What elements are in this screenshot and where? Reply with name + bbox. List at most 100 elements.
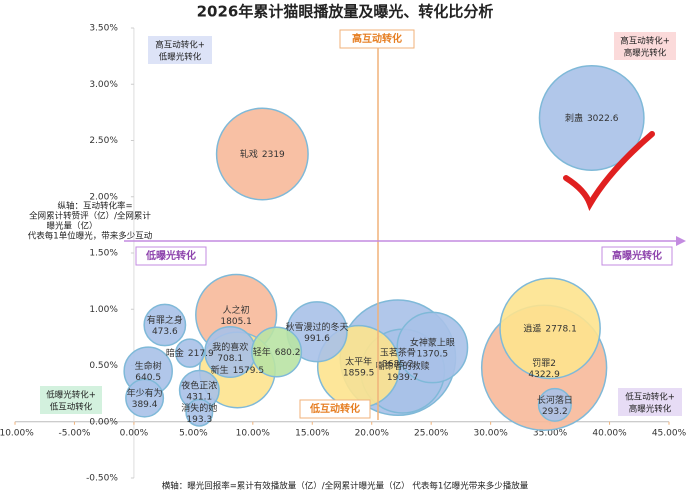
quadrant-box: [40, 386, 102, 414]
bubble-label: 暗金 217.9: [166, 347, 214, 359]
bubble-value: 1370.5: [417, 349, 449, 359]
bubble-label: 玉茗茶骨 3685.2: [380, 346, 416, 369]
x-tick-label: -5.00%: [59, 428, 91, 438]
tag-box: [339, 29, 415, 49]
bubble-name: 暗金: [166, 347, 184, 359]
bubble-label: 夜色正浓 431.1: [181, 379, 217, 402]
axes: -10.00%-5.00%0.00%5.00%10.00%15.00%20.00…: [0, 24, 687, 484]
quadrant-label: 低互动转化: [50, 402, 93, 413]
bubble-value: 640.5: [135, 373, 161, 383]
x-tick-label: 25.00%: [414, 428, 449, 438]
y-note: 纵轴：互动转化率=: [57, 201, 132, 212]
bubble-value: 1859.5: [343, 368, 375, 378]
bubble-value: 2319: [262, 150, 285, 160]
y-tick-label: 3.50%: [89, 24, 118, 34]
y-note: 曝光量（亿）: [46, 221, 97, 232]
bubble: [499, 277, 601, 380]
bubble-label: 秋雪漫过的冬天 991.6: [286, 320, 349, 343]
y-tick-label: -0.50%: [86, 474, 118, 484]
bubble-value: 473.6: [152, 327, 178, 337]
y-tick-label: 2.50%: [89, 136, 118, 146]
bubble-value: 4322.9: [528, 369, 560, 379]
bubble-value: 680.2: [275, 348, 301, 358]
y-tick-label: 1.50%: [89, 249, 118, 259]
bubble-name: 我的喜欢: [212, 341, 248, 353]
quadrant-box: [148, 36, 212, 64]
bubble: [537, 387, 572, 422]
bubble: [175, 338, 205, 368]
bubble: [215, 107, 309, 201]
tag-box: [135, 246, 207, 266]
bubble-name: 罚罪2: [532, 357, 556, 368]
quadrant-label: 高互动转化+: [155, 40, 205, 51]
bubble: [396, 311, 469, 384]
bubble-label: 人之初 1805.1: [220, 303, 252, 326]
bubble-name: 太平年: [345, 355, 372, 367]
bubble-label: 太平年 1859.5: [343, 355, 375, 378]
bubble-name: 年少有为: [127, 387, 163, 399]
bubble-value: 3022.6: [587, 114, 619, 124]
quadrant-box: [614, 32, 676, 60]
bubble-name: 刺蛊: [565, 113, 583, 124]
bubble-value: 3685.2: [382, 359, 414, 369]
axis-tag: 高曝光转化: [612, 249, 662, 262]
arrow-head: [676, 236, 686, 246]
x-tick-label: 20.00%: [355, 428, 390, 438]
axis-tag: 高互动转化: [352, 32, 402, 45]
bubble-label: 消失的她 193.3: [181, 401, 217, 424]
bubble-label: 年少有为 389.4: [127, 387, 163, 410]
y-tick-label: 1.00%: [89, 305, 118, 315]
quadrant-label: 高曝光转化: [624, 48, 667, 59]
x-note: 横轴：曝光回报率=累计有效播放量（亿）/全网累计曝光量（亿） 代表每1亿曝光带来…: [162, 481, 529, 492]
bubble-label: 我的喜欢 708.1: [212, 341, 248, 364]
bubble-value: 389.4: [132, 400, 158, 410]
check-mark: [563, 131, 655, 212]
axis-tag: 低互动转化: [309, 402, 360, 415]
bubble-label: 嘲命者的救赎 1939.7: [376, 360, 430, 383]
bubble-name: 夜色正浓: [181, 379, 217, 391]
bubble-label: 逍遥 2778.1: [523, 322, 577, 334]
quadrant-label: 高互动转化+: [620, 36, 670, 47]
tag-box: [299, 399, 371, 419]
bubble-value: 431.1: [186, 392, 212, 402]
x-tick-label: 5.00%: [179, 428, 208, 438]
x-tick-label: 40.00%: [592, 428, 627, 438]
x-tick-label: 30.00%: [473, 428, 508, 438]
bubble-name: 长河落日: [537, 393, 573, 405]
bubble-name: 玉茗茶骨: [380, 346, 416, 358]
x-tick-label: 35.00%: [533, 428, 568, 438]
axis-tag: 低曝光转化: [145, 249, 196, 262]
bubble-value: 708.1: [217, 354, 243, 364]
x-tick-label: 15.00%: [295, 428, 330, 438]
bubble-name: 有罪之身: [147, 314, 183, 326]
bubble-label: 有罪之身 473.6: [147, 314, 183, 337]
bubbles: 罚罪2 4322.9 玉茗茶骨 3685.2 刺蛊 3022.6 逍遥 2778.1 轧戏 231…: [123, 65, 645, 431]
bubble-label: 新生 1579.5: [211, 364, 265, 376]
bubble-value: 1805.1: [220, 316, 252, 326]
y-tick-label: 3.00%: [89, 80, 118, 90]
bubble: [251, 326, 303, 378]
bubble-name: 生命树: [135, 360, 162, 372]
y-note: 全网累计转赞评（亿）/全网累计: [29, 211, 151, 222]
bubble-name: 人之初: [223, 303, 250, 315]
bubble: [538, 65, 645, 171]
quadrant-box: [618, 388, 682, 416]
x-tick-label: -10.00%: [0, 428, 34, 438]
quadrant-label: 低互动转化+: [625, 392, 675, 403]
bubble-label: 女神蒙上眼 1370.5: [410, 336, 455, 359]
bubble-value: 217.9: [188, 349, 214, 359]
bubble-name: 秋雪漫过的冬天: [286, 320, 349, 332]
bubble-name: 轻年: [253, 346, 271, 358]
bubble-label: 轻年 680.2: [253, 346, 301, 358]
y-tick-label: 0.50%: [89, 361, 118, 371]
bubble-name: 轧戏: [240, 148, 258, 160]
bubble: [143, 303, 187, 347]
bubble-name: 嘲命者的救赎: [376, 360, 430, 372]
quadrant-label: 高曝光转化: [629, 404, 672, 415]
chart-title: 2026年累计猫眼播放量及曝光、转化比分析: [197, 3, 494, 21]
bubble-label: 长河落日 293.2: [537, 393, 573, 416]
y-tick-label: 2.00%: [89, 192, 118, 202]
bubble-name: 消失的她: [181, 401, 217, 413]
bubble: [125, 378, 165, 418]
